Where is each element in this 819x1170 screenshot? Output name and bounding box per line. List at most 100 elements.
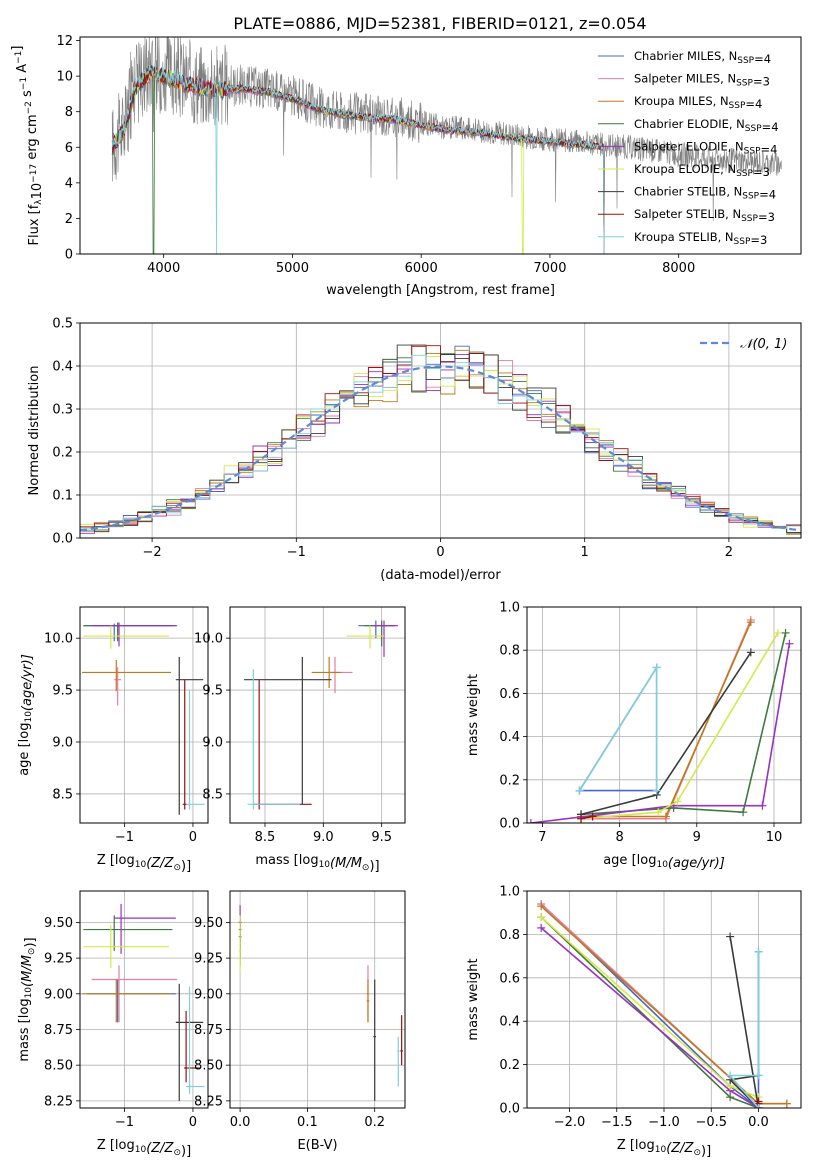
x-tick-label: 9 (693, 830, 701, 845)
x-axis-label: Z [log10(Z/Z⊙)] (97, 853, 191, 874)
y-tick-label: 0.8 (499, 928, 520, 943)
errorbar-point-7 (373, 979, 377, 1101)
errorbar-point-9 (247, 669, 300, 810)
x-tick-label: 0.0 (748, 1115, 769, 1130)
weight-series-4 (580, 632, 787, 816)
label-part: 10 (24, 711, 34, 723)
label-part: SSP (734, 237, 751, 247)
label-part: −1 (19, 77, 29, 90)
panel-mass_vs_Z: −1 08.258.508.759.009.259.50Z [log10(Z/Z⊙… (17, 890, 209, 1159)
weight-marker (746, 618, 755, 627)
label-part: =3 (753, 165, 770, 179)
y-tick-label: 10 (56, 70, 73, 85)
model-spectrum-9 (111, 64, 605, 254)
x-axis-label: Z [log10(Z/Z⊙)] (97, 1138, 191, 1159)
axes-frame (526, 606, 802, 824)
y-tick-label: 0.8 (499, 644, 520, 659)
weight-series-5 (530, 643, 791, 823)
weight-marker (726, 1071, 735, 1080)
label-part: )] (23, 937, 38, 947)
x-tick-label: 7000 (533, 261, 566, 276)
errorbar-point-9 (186, 690, 205, 810)
x-tick-label: −2 (143, 545, 162, 560)
weight-marker (773, 628, 782, 637)
label-part: =4 (745, 97, 762, 111)
y-tick-label: 0.2 (499, 773, 520, 788)
y-tick-label: 9.50 (194, 916, 223, 931)
x-tick-label: 4000 (147, 261, 180, 276)
errorbar-point-8 (184, 1010, 200, 1083)
x-axis-label: age [log10(age/yr)] (603, 853, 725, 871)
x-tick-label: −0.5 (695, 1115, 727, 1130)
label-part: (Z/Z (666, 1141, 694, 1156)
errorbar-point-4 (364, 620, 396, 647)
legend-label: Salpeter MILES, NSSP=3 (634, 72, 770, 89)
x-tick-label: 6000 (405, 261, 438, 276)
y-tick-label: 9.0 (202, 736, 223, 751)
weight-marker (754, 1104, 763, 1108)
label-part: Salpeter ELODIE, N (634, 139, 744, 153)
label-part: Kroupa STELIB, N (634, 230, 734, 244)
weight-marker (746, 648, 755, 657)
y-tick-label: 2 (65, 212, 73, 227)
y-axis-label: age [log10(age/yr)] (17, 654, 35, 776)
x-tick-label: 0 (189, 830, 197, 845)
label-part: SSP (737, 56, 754, 66)
y-tick-label: 9.25 (44, 952, 73, 967)
y-tick-label: 6 (65, 141, 73, 156)
errorbar-point-5 (114, 903, 176, 954)
label-part: (age/yr)] (668, 856, 725, 871)
y-tick-label: 0.0 (52, 532, 73, 547)
y-tick-label: 12 (56, 34, 73, 49)
label-part: =4 (754, 52, 771, 66)
y-tick-label: 0.1 (52, 489, 73, 504)
y-tick-label: 0.4 (52, 360, 73, 375)
weight-series-6 (580, 632, 779, 820)
model-spectrum-8 (112, 67, 605, 254)
x-tick-label: 10 (766, 830, 783, 845)
x-tick-label: 0.0 (230, 1115, 251, 1130)
errorbar-point-5 (91, 622, 178, 647)
label-part: mass [log (17, 998, 32, 1061)
weight-marker (782, 1099, 791, 1108)
x-tick-label: −1.0 (648, 1115, 680, 1130)
x-tick-label: −1.5 (601, 1115, 633, 1130)
label-part: )] (701, 1144, 711, 1159)
label-part: (M/M (20, 955, 35, 987)
label-part: −1 (14, 51, 24, 64)
weight-marker (661, 812, 670, 821)
weight-series-6 (540, 916, 759, 1098)
label-part: Salpeter STELIB, N (634, 207, 741, 221)
axes-frame (79, 322, 802, 539)
label-part: 10 (135, 1145, 147, 1155)
x-tick-label: 2 (725, 545, 733, 560)
y-tick-label: 8.5 (52, 787, 73, 802)
model-spectrum-5 (111, 66, 605, 254)
panels: 4000 5000 6000 7000 8000024681012wavelength … (10, 34, 802, 1159)
label-part: −2 (24, 101, 34, 114)
y-tick-label: 0.2 (499, 1058, 520, 1073)
y-tick-label: 9.0 (52, 736, 73, 751)
x-tick-label: −1 (287, 545, 306, 560)
axes-frame (79, 890, 209, 1109)
x-axis-label: E(B-V) (297, 1138, 337, 1153)
errorbar-point-3 (82, 659, 172, 692)
label-part: A (15, 64, 30, 77)
x-axis-label: wavelength [Angstrom, rest frame] (326, 283, 555, 298)
weight-marker (781, 628, 790, 637)
weight-marker (537, 913, 546, 922)
weight-marker (588, 812, 597, 821)
weight-marker (754, 947, 763, 956)
y-tick-label: 4 (65, 176, 73, 191)
figure-title: PLATE=0886, MJD=52381, FIBERID=0121, z=0… (233, 14, 646, 33)
x-tick-label: −2.0 (554, 1115, 586, 1130)
x-tick-label: 0.2 (364, 1115, 385, 1130)
weight-marker (673, 797, 682, 806)
y-tick-label: 0.4 (499, 730, 520, 745)
label-part: =3 (750, 233, 767, 247)
x-tick-label: 1 (581, 545, 589, 560)
errorbar-point-3 (366, 979, 370, 1023)
y-axis-label: mass weight (466, 674, 481, 756)
